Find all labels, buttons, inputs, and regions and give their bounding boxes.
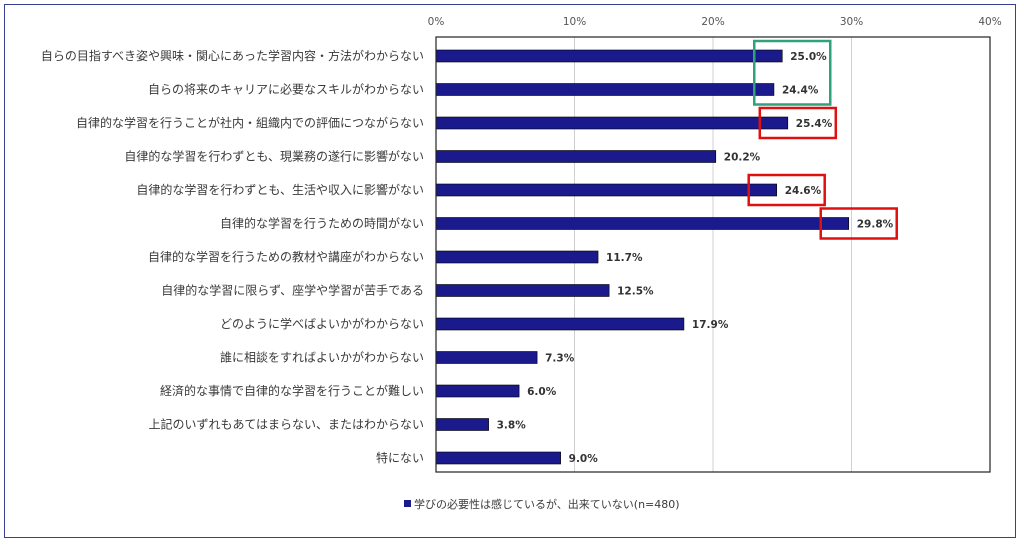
legend: 学びの必要性は感じているが、出来ていない(n=480): [404, 497, 680, 511]
category-label: 上記のいずれもあてはまらない、またはわからない: [148, 417, 424, 432]
data-labels: 25.0% 24.4% 25.4% 20.2% 24.6% 29.8% 11.7% 12.5%…: [497, 51, 894, 465]
bar: [435, 116, 789, 130]
category-label: 自律的な学習を行うための時間がない: [220, 216, 424, 231]
bar: [435, 217, 850, 230]
data-label: 11.7%: [606, 252, 643, 264]
legend-label: 学びの必要性は感じているが、出来ていない(n=480): [414, 497, 680, 511]
plot-area-border: [435, 36, 991, 473]
data-label: 3.8%: [497, 420, 527, 432]
legend-swatch: [404, 500, 411, 507]
bar: [435, 83, 775, 96]
bar: [435, 351, 538, 364]
data-label: 17.9%: [692, 319, 729, 331]
category-label: 自律的な学習を行うための教材や講座がわからない: [148, 249, 424, 264]
bar: [435, 49, 783, 63]
bar: [435, 250, 599, 264]
category-label: 自らの将来のキャリアに必要なスキルがわからない: [148, 82, 424, 97]
bar: [435, 183, 778, 197]
data-label: 12.5%: [617, 286, 654, 298]
highlight-box: [747, 173, 826, 207]
data-label: 20.2%: [724, 152, 761, 164]
bar: [435, 150, 717, 163]
category-label: 自律的な学習を行わずとも、現業務の遂行に影響がない: [124, 149, 424, 164]
data-label: 24.4%: [782, 85, 819, 97]
highlight-box: [758, 106, 838, 140]
x-tick-label: 20%: [701, 16, 724, 28]
bar: [435, 384, 520, 398]
highlight-box: [819, 207, 898, 240]
x-axis-ticks: 0% 10% 20% 30% 40%: [428, 16, 1002, 28]
highlight-box: [753, 39, 832, 106]
data-label: 25.4%: [796, 118, 833, 130]
category-label: 自らの目指すべき姿や興味・関心にあった学習内容・方法がわからない: [41, 48, 424, 63]
highlight-boxes: [747, 39, 898, 240]
data-label: 9.0%: [569, 453, 599, 465]
category-label: 自律的な学習を行わずとも、生活や収入に影響がない: [136, 182, 424, 197]
data-label: 7.3%: [545, 353, 575, 365]
category-label: 自律的な学習を行うことが社内・組織内での評価につながらない: [76, 115, 424, 130]
category-label: 特にない: [376, 450, 424, 465]
x-tick-label: 40%: [978, 16, 1001, 28]
x-tick-label: 10%: [563, 16, 586, 28]
x-tick-label: 30%: [840, 16, 863, 28]
bar: [435, 418, 489, 431]
data-label: 25.0%: [790, 51, 827, 63]
bars: [435, 49, 850, 465]
data-label: 29.8%: [857, 219, 894, 231]
category-label: 自律的な学習に限らず、座学や学習が苦手である: [161, 283, 424, 298]
category-label: 経済的な事情で自律的な学習を行うことが難しい: [160, 383, 424, 398]
data-label: 24.6%: [785, 185, 822, 197]
category-labels: 自らの目指すべき姿や興味・関心にあった学習内容・方法がわからない自らの将来のキャ…: [41, 48, 424, 465]
category-label: 誰に相談をすればよいかがわからない: [220, 350, 424, 365]
category-label: どのように学べばよいかがわからない: [220, 316, 424, 331]
bar: [435, 317, 685, 331]
bar: [435, 284, 610, 297]
bar: [435, 451, 561, 465]
x-tick-label: 0%: [428, 16, 445, 28]
data-label: 6.0%: [527, 386, 557, 398]
